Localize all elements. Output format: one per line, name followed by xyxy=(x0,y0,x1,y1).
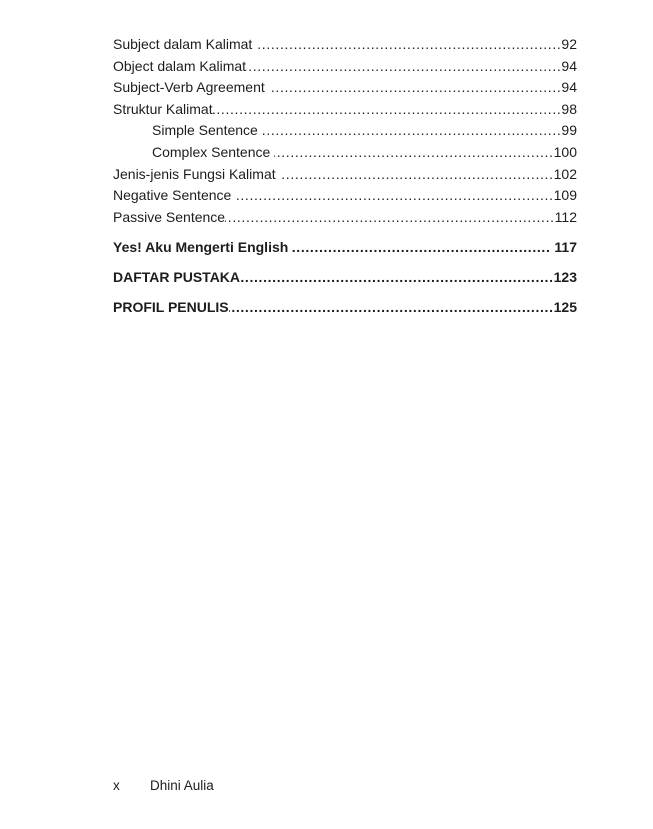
toc-entry-page-number: 100 xyxy=(553,143,577,160)
toc-entry-page-number: 94 xyxy=(561,57,577,74)
toc-entry-page-number: 102 xyxy=(553,165,577,182)
toc-entry: Passive Sentence 112 xyxy=(113,207,577,229)
toc-entry-title: PROFIL PENULIS xyxy=(113,299,229,316)
table-of-contents: Subject dalam Kalimat 92 Object dalam Ka… xyxy=(113,34,577,319)
toc-dot-leader xyxy=(274,142,553,164)
toc-entry-page-number: 112 xyxy=(554,208,577,225)
toc-entry-page-number: 99 xyxy=(561,122,577,139)
toc-entry: Negative Sentence 109 xyxy=(113,185,577,207)
toc-dot-leader xyxy=(235,185,553,207)
toc-entry: Jenis-jenis Fungsi Kalimat 102 xyxy=(113,164,577,186)
toc-entry-title: Simple Sentence xyxy=(152,122,262,139)
toc-entry-page-number: 123 xyxy=(553,269,577,286)
toc-entry-title: Jenis-jenis Fungsi Kalimat xyxy=(113,165,280,182)
toc-entry: DAFTAR PUSTAKA 123 xyxy=(113,267,577,289)
toc-entry-title: DAFTAR PUSTAKA xyxy=(113,269,241,286)
toc-entry: Simple Sentence 99 xyxy=(113,120,577,142)
toc-entry-page-number: 125 xyxy=(553,299,577,316)
toc-entry-title: Complex Sentence xyxy=(152,143,275,160)
toc-entry-title: Object dalam Kalimat xyxy=(113,57,247,74)
toc-entry-title: Struktur Kalimat xyxy=(113,100,213,117)
toc-entry-page-number: 94 xyxy=(561,79,577,96)
toc-dot-leader xyxy=(280,164,554,186)
toc-entry-title: Yes! Aku Mengerti English xyxy=(113,238,293,255)
toc-dot-leader xyxy=(256,34,561,56)
toc-entry-title: Passive Sentence xyxy=(113,208,226,225)
toc-entry: Object dalam Kalimat 94 xyxy=(113,56,577,78)
toc-entry-title: Subject-Verb Agreement xyxy=(113,79,269,96)
toc-entry-title: Subject dalam Kalimat xyxy=(113,36,257,52)
toc-entry-page-number: 92 xyxy=(561,36,577,52)
toc-dot-leader xyxy=(213,99,562,121)
footer-author: Dhini Aulia xyxy=(150,778,214,793)
toc-entry-page-number: 117 xyxy=(550,238,577,255)
toc-entry: Complex Sentence 100 xyxy=(113,142,577,164)
toc-dot-leader xyxy=(269,77,562,99)
footer-page-number: x xyxy=(113,778,120,793)
toc-dot-leader xyxy=(229,297,554,319)
toc-entry: Struktur Kalimat 98 xyxy=(113,99,577,121)
toc-entry-page-number: 98 xyxy=(561,100,577,117)
toc-entry: Subject dalam Kalimat 92 xyxy=(113,34,577,56)
toc-entry-title: Negative Sentence xyxy=(113,187,236,204)
toc-dot-leader xyxy=(225,207,555,229)
toc-dot-leader xyxy=(240,267,554,289)
toc-entry: Yes! Aku Mengerti English 117 xyxy=(113,237,577,259)
toc-dot-leader xyxy=(292,237,550,259)
toc-entry-page-number: 109 xyxy=(553,187,577,204)
toc-entry: PROFIL PENULIS 125 xyxy=(113,297,577,319)
toc-dot-leader xyxy=(262,120,562,142)
toc-entry: Subject-Verb Agreement 94 xyxy=(113,77,577,99)
toc-dot-leader xyxy=(246,56,561,78)
